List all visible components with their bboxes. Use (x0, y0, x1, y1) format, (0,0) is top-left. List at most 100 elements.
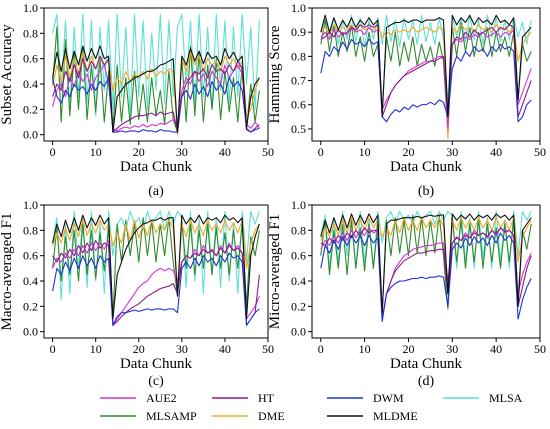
series-line-dwm (320, 232, 532, 323)
y-tick-label: 1.0 (291, 198, 306, 212)
y-tick-label: 0.6 (23, 52, 38, 66)
series-line-ht (52, 55, 260, 133)
y-axis-label: Macro-averaged F1 (0, 213, 15, 331)
y-tick-label: 0.2 (23, 299, 38, 313)
series-line-mldme (320, 213, 532, 314)
chart-panel: 0 10 20 30 40 50 0.0 0.2 0.4 0.6 0.8 1.0 Data Chunk M… (0, 198, 274, 389)
plot-frame (43, 7, 269, 142)
x-tick-label: 50 (534, 145, 546, 159)
legend-item: DWM (327, 391, 404, 405)
x-tick-label: 50 (534, 342, 546, 356)
y-tick-label: 0.5 (291, 122, 306, 136)
legend-label: MLSAMP (146, 409, 197, 423)
y-tick-label: 0.0 (23, 128, 38, 142)
y-tick-label: 0.8 (291, 223, 306, 237)
series-line-aue2 (320, 26, 532, 130)
y-tick-label: 0.6 (291, 249, 306, 263)
series-line-mlsamp (320, 214, 532, 314)
x-axis-label: Data Chunk (120, 356, 193, 372)
x-tick-label: 20 (402, 145, 414, 159)
y-tick-label: 0.9 (291, 25, 306, 39)
y-axis-label: Subset Accuracy (0, 24, 15, 125)
series-line-aue2 (52, 64, 260, 132)
x-tick-label: 40 (490, 342, 502, 356)
x-tick-label: 20 (402, 342, 414, 356)
series-line-ht (320, 24, 532, 118)
x-tick-label: 0 (50, 342, 56, 356)
y-tick-label: 1.0 (23, 1, 38, 15)
x-axis-label: Data Chunk (390, 159, 463, 175)
y-tick-label: 0.2 (23, 102, 38, 116)
legend-item: MLDME (327, 409, 418, 423)
legend-label: DME (258, 409, 285, 423)
legend-item: HT (212, 391, 275, 405)
x-tick-label: 0 (318, 145, 324, 159)
y-axis-label: Hamming Score (267, 25, 283, 123)
legend-item: MLSA (443, 391, 523, 405)
y-tick-label: 1.0 (23, 198, 38, 212)
y-tick-label: 0.8 (23, 223, 38, 237)
x-tick-label: 40 (490, 145, 502, 159)
x-axis-label: Data Chunk (120, 159, 193, 175)
legend-item: DME (212, 409, 285, 423)
legend-label: AUE2 (146, 391, 177, 405)
x-tick-label: 10 (90, 145, 102, 159)
series-line-mldme (52, 45, 260, 133)
x-tick-label: 40 (219, 145, 231, 159)
x-tick-label: 10 (359, 145, 371, 159)
series-line-mlsa (52, 13, 260, 117)
series-line-aue2 (52, 239, 260, 326)
y-tick-label: 0.4 (291, 274, 306, 288)
series-line-mldme (320, 14, 532, 118)
series-line-mldme (52, 214, 260, 320)
y-tick-label: 0.8 (23, 26, 38, 40)
x-tick-label: 10 (90, 342, 102, 356)
chart-panels: 0 10 20 30 40 50 0.0 0.2 0.4 0.6 0.8 1.0 Data Chunk S… (0, 1, 546, 389)
legend-item: AUE2 (100, 391, 177, 405)
panel-label: (d) (418, 374, 435, 389)
series-line-mlsa (320, 14, 532, 106)
x-tick-label: 30 (176, 145, 188, 159)
panel-label: (a) (148, 184, 164, 199)
x-tick-label: 20 (133, 145, 145, 159)
legend-label: HT (258, 391, 275, 405)
y-tick-label: 0.0 (291, 325, 306, 339)
series-line-mlsamp (52, 217, 260, 320)
y-tick-label: 0.6 (291, 98, 306, 112)
y-tick-label: 1.0 (291, 1, 306, 15)
x-tick-label: 30 (446, 145, 458, 159)
series-line-dwm (52, 77, 260, 133)
plot-frame (311, 7, 541, 142)
x-tick-label: 0 (318, 342, 324, 356)
series-line-ht (320, 227, 532, 320)
x-tick-label: 30 (176, 342, 188, 356)
legend-label: MLDME (373, 409, 418, 423)
legend-item: MLSAMP (100, 409, 197, 423)
x-tick-label: 20 (133, 342, 145, 356)
panel-label: (c) (148, 374, 164, 389)
x-tick-label: 10 (359, 342, 371, 356)
plot-frame (43, 204, 269, 339)
x-tick-label: 40 (219, 342, 231, 356)
series-line-dme (52, 219, 260, 295)
legend-label: DWM (373, 391, 404, 405)
x-tick-label: 50 (262, 145, 274, 159)
chart-panel: 0 10 20 30 40 50 0.5 0.6 0.7 0.8 0.9 1.0 Data Chunk H… (267, 1, 546, 199)
y-tick-label: 0.7 (291, 74, 306, 88)
plot-frame (311, 204, 541, 339)
series-line-dwm (320, 38, 532, 123)
y-tick-label: 0.4 (23, 77, 38, 91)
y-axis-label: Micro-averaged F1 (267, 214, 283, 329)
series-line-mlsa (52, 210, 260, 301)
y-tick-label: 0.8 (291, 49, 306, 63)
chart-panel: 0 10 20 30 40 50 0.0 0.2 0.4 0.6 0.8 1.0 Data Chunk S… (0, 1, 274, 199)
series-line-dwm (52, 252, 260, 326)
panel-label: (b) (418, 184, 435, 199)
chart-legend: AUE2 HT DWM MLSA MLSAMP DME MLDME (100, 391, 523, 423)
y-tick-label: 0.4 (23, 274, 38, 288)
x-tick-label: 0 (50, 145, 56, 159)
series-line-ht (52, 239, 260, 326)
y-tick-label: 0.6 (23, 249, 38, 263)
series-line-aue2 (320, 227, 532, 320)
